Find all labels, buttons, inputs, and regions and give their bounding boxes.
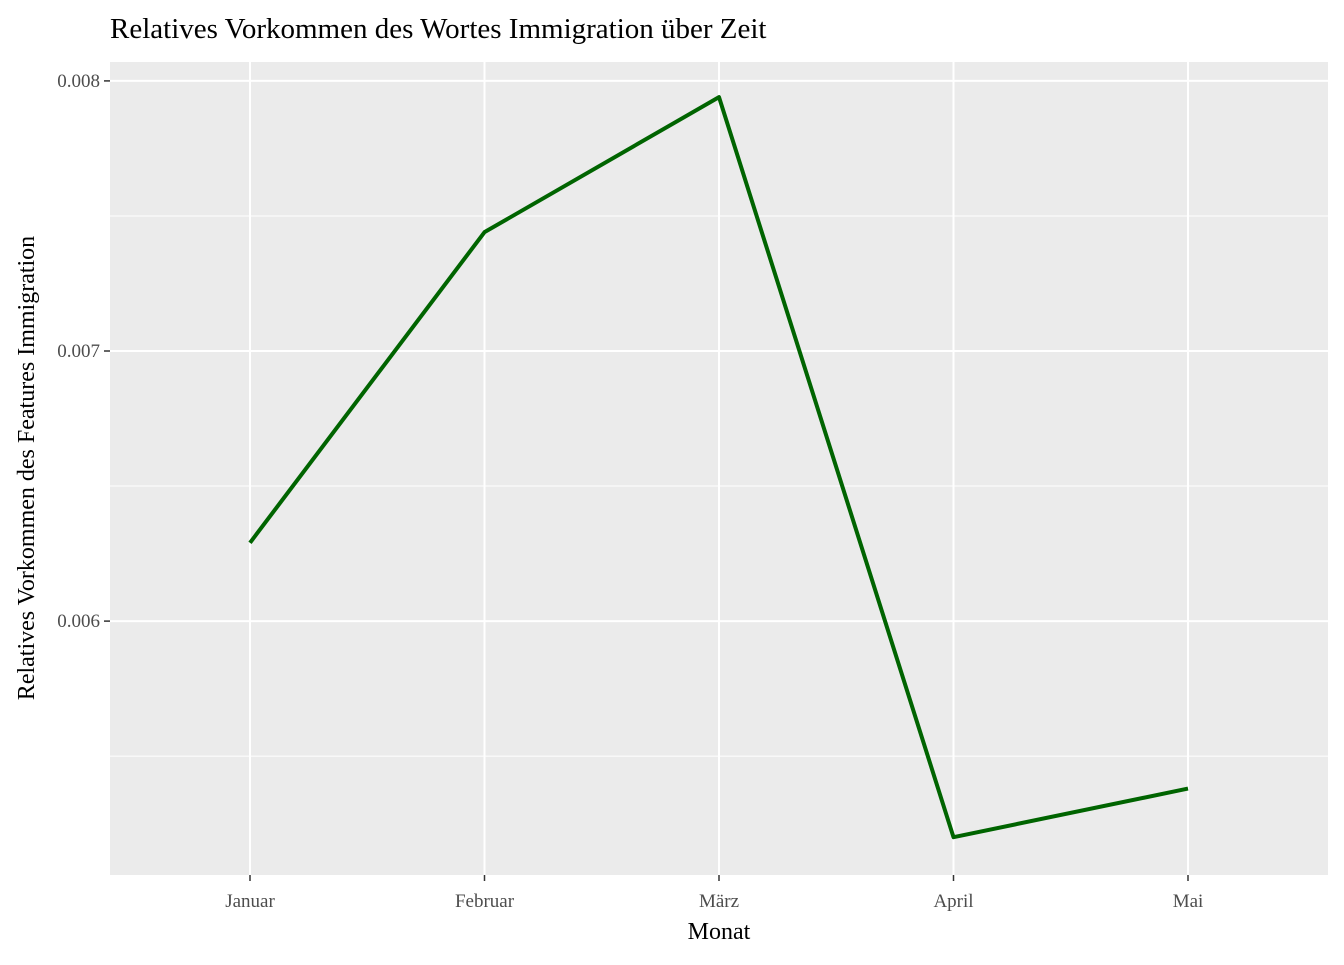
x-tick-label: April <box>933 891 973 912</box>
x-tick-label: Februar <box>455 891 515 912</box>
x-axis-title: Monat <box>688 919 751 945</box>
y-axis-title: Relatives Vorkommen des Features Immigra… <box>14 236 40 700</box>
chart-title: Relatives Vorkommen des Wortes Immigrati… <box>110 13 767 45</box>
x-tick-label: März <box>699 891 739 912</box>
y-tick-label: 0.007 <box>57 341 100 362</box>
y-tick-label: 0.006 <box>57 611 100 632</box>
y-tick-label: 0.008 <box>57 71 100 92</box>
x-tick-label: Januar <box>225 891 275 912</box>
x-tick-label: Mai <box>1173 891 1204 912</box>
